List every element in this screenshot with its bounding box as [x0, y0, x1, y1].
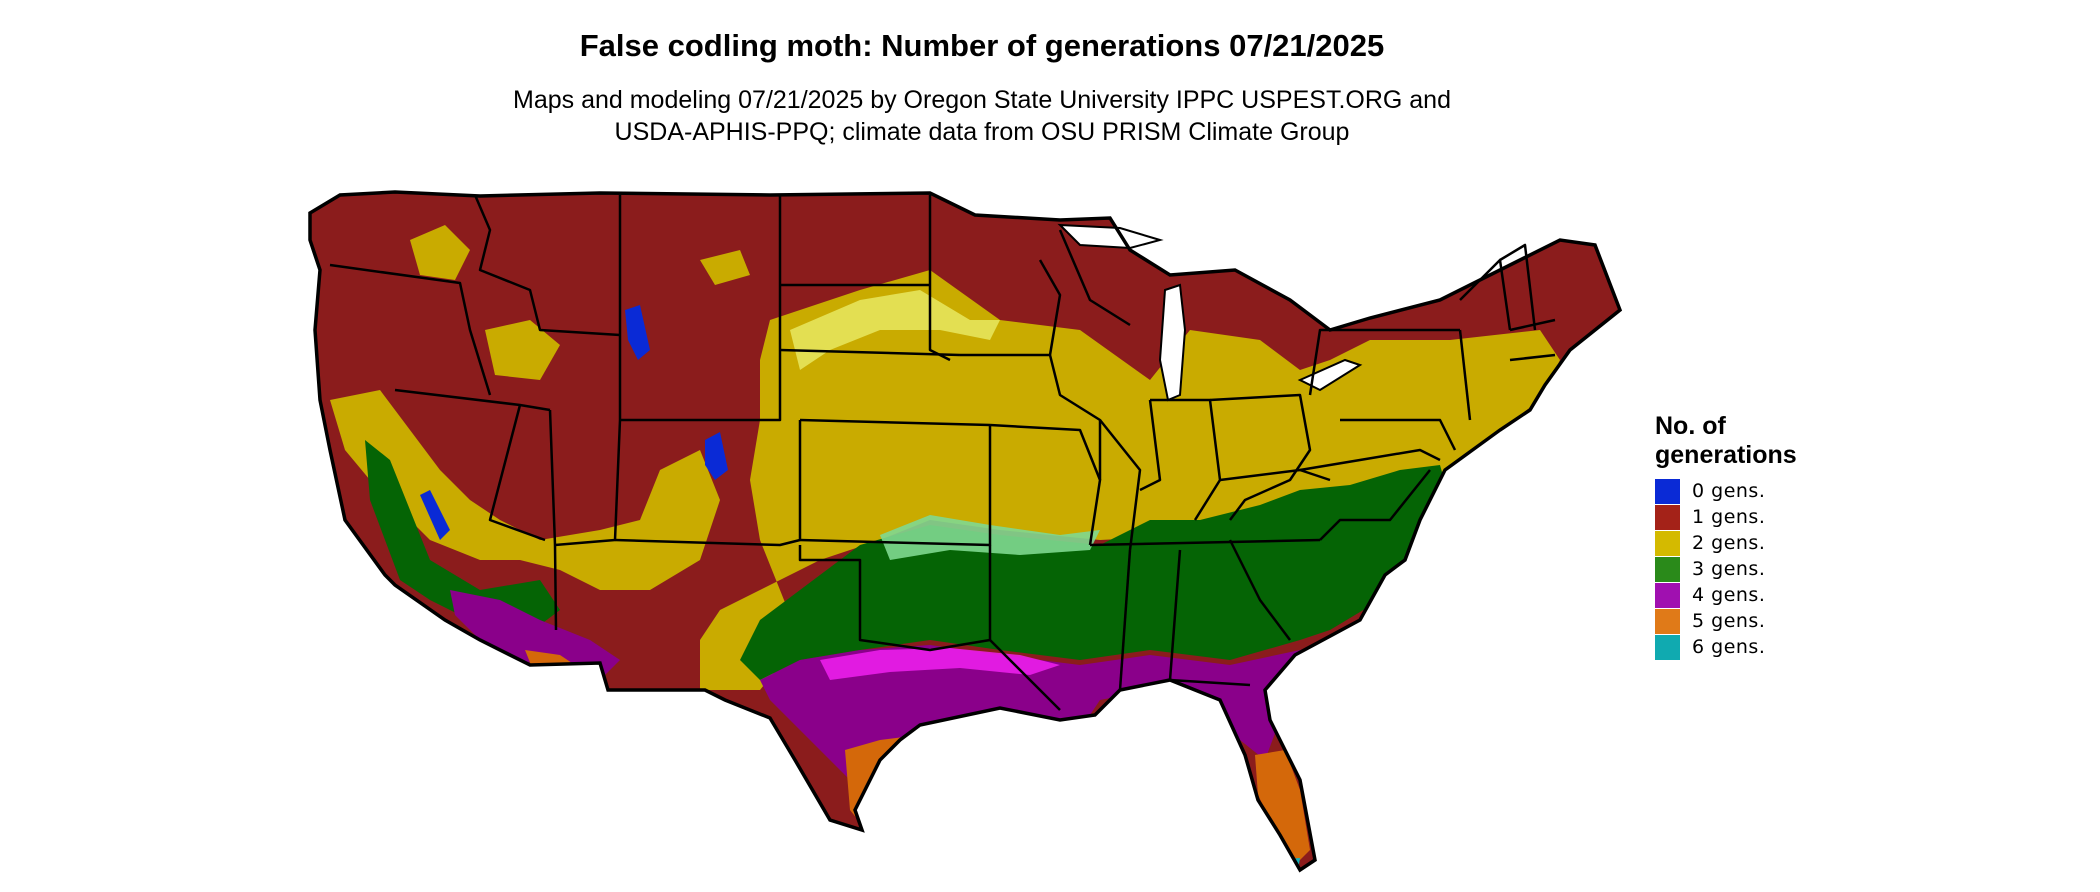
legend-swatch: [1655, 478, 1680, 504]
legend-title: No. of generations: [1655, 412, 1825, 470]
lake-superior: [1057, 223, 1164, 250]
zone-2-gen-montana: [700, 250, 750, 285]
subtitle-line-1: Maps and modeling 07/21/2025 by Oregon S…: [513, 86, 1451, 114]
legend-item: 4 gens.: [1655, 582, 1825, 608]
lake-michigan: [1158, 283, 1187, 402]
subtitle-line-2: USDA-APHIS-PPQ; climate data from OSU PR…: [614, 118, 1350, 146]
zone-4-gen-light-fringe: [820, 648, 1060, 680]
legend-label: 5 gens.: [1692, 610, 1766, 632]
zone-0-gen-colorado: [705, 432, 728, 480]
generation-zones: [310, 192, 1620, 870]
legend-item: 0 gens.: [1655, 478, 1825, 504]
zone-2-gen-light-fringe: [790, 290, 1000, 370]
lake-erie: [1297, 358, 1363, 392]
us-generations-map: [308, 190, 1622, 872]
great-lakes: [1057, 223, 1363, 402]
map-title: False codling moth: Number of generation…: [579, 28, 1385, 63]
legend-items: 0 gens. 1 gens. 2 gens. 3 gens. 4 gens. 5 gen…: [1655, 478, 1825, 660]
zone-0-gen-sierra: [420, 490, 450, 540]
legend-swatch: [1655, 556, 1680, 582]
zone-4-gen-southwest: [450, 590, 620, 680]
zone-6-gen-texas-tip: [880, 808, 895, 838]
map-subtitle: Maps and modeling 07/21/2025 by Oregon S…: [0, 84, 1964, 148]
legend: No. of generations 0 gens. 1 gens. 2 gens.…: [1655, 412, 1825, 660]
legend-label: 3 gens.: [1692, 558, 1766, 580]
legend-item: 2 gens.: [1655, 530, 1825, 556]
state-borders: [329, 194, 1556, 711]
legend-title-line-2: generations: [1655, 441, 1797, 469]
legend-item: 5 gens.: [1655, 608, 1825, 634]
legend-label: 2 gens.: [1692, 532, 1766, 554]
legend-swatch: [1655, 608, 1680, 634]
zone-5-gen-florida: [1255, 750, 1310, 865]
legend-swatch: [1655, 582, 1680, 608]
zone-2-gen-pnw: [410, 225, 470, 280]
legend-swatch: [1655, 634, 1680, 660]
legend-title-line-1: No. of: [1655, 412, 1726, 440]
legend-label: 6 gens.: [1692, 636, 1766, 658]
zone-3-gen-south: [740, 465, 1450, 680]
zone-3-gen-west: [365, 440, 560, 640]
zone-0-gen-wyoming: [625, 305, 650, 360]
legend-item: 3 gens.: [1655, 556, 1825, 582]
zone-5-gen-texas: [845, 735, 950, 835]
zone-2-gen-idaho: [485, 320, 560, 380]
legend-label: 1 gens.: [1692, 506, 1766, 528]
legend-item: 1 gens.: [1655, 504, 1825, 530]
legend-item: 6 gens.: [1655, 634, 1825, 660]
legend-label: 4 gens.: [1692, 584, 1766, 606]
legend-swatch: [1655, 504, 1680, 530]
legend-label: 0 gens.: [1692, 480, 1766, 502]
legend-swatch: [1655, 530, 1680, 556]
